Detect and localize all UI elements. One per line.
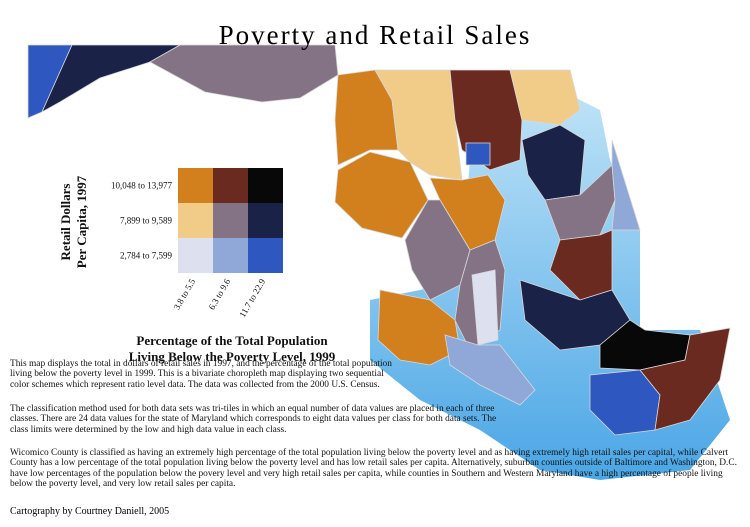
legend-cell <box>178 203 213 238</box>
legend-y-class: 2,784 to 7,599 <box>120 251 173 261</box>
legend-cell <box>248 203 283 238</box>
county <box>377 289 461 366</box>
legend-y-title: Retail DollarsPer Capita, 1997 <box>58 175 89 268</box>
legend-cell <box>213 168 248 203</box>
county <box>471 269 499 346</box>
county <box>149 44 339 103</box>
paragraph: The classification method used for both … <box>10 404 497 435</box>
legend-x-title: Percentage of the Total Population Living… <box>129 333 336 364</box>
county <box>444 334 536 406</box>
legend-x-class: 11.7 to 22.9 <box>237 277 267 319</box>
legend-y-class: 7,899 to 9,589 <box>120 216 173 226</box>
counties <box>27 44 731 480</box>
legend-cell <box>213 238 248 273</box>
paragraph: This map displays the total in dollars o… <box>10 359 392 390</box>
legend-y-title-line: Retail Dollars <box>58 184 73 261</box>
legend: 10,048 to 13,977 7,899 to 9,589 2,784 to 7… <box>111 168 283 319</box>
county <box>611 139 641 231</box>
county <box>465 142 491 166</box>
title: Poverty and Retail Sales <box>218 20 532 50</box>
legend-cell <box>213 203 248 238</box>
legend-x-title-line: Percentage of the Total Population <box>136 333 328 348</box>
legend-x-class: 3.8 to 5.5 <box>172 277 198 312</box>
legend-cell <box>248 168 283 203</box>
county <box>639 327 731 431</box>
county <box>509 69 581 126</box>
legend-cell <box>178 238 213 273</box>
legend-x-title-line: Living Below the Poverty Level, 1999 <box>129 349 336 364</box>
legend-cell <box>178 168 213 203</box>
legend-y-class: 10,048 to 13,977 <box>111 181 173 191</box>
legend-cell <box>248 238 283 273</box>
legend-y-title-line: Per Capita, 1997 <box>74 175 89 268</box>
county <box>334 151 429 239</box>
legend-x-class: 6.3 to 9.6 <box>207 277 233 312</box>
paragraph: Wicomico County is classified as having … <box>10 448 737 490</box>
credit: Cartography by Courtney Daniell, 2005 <box>10 506 170 517</box>
